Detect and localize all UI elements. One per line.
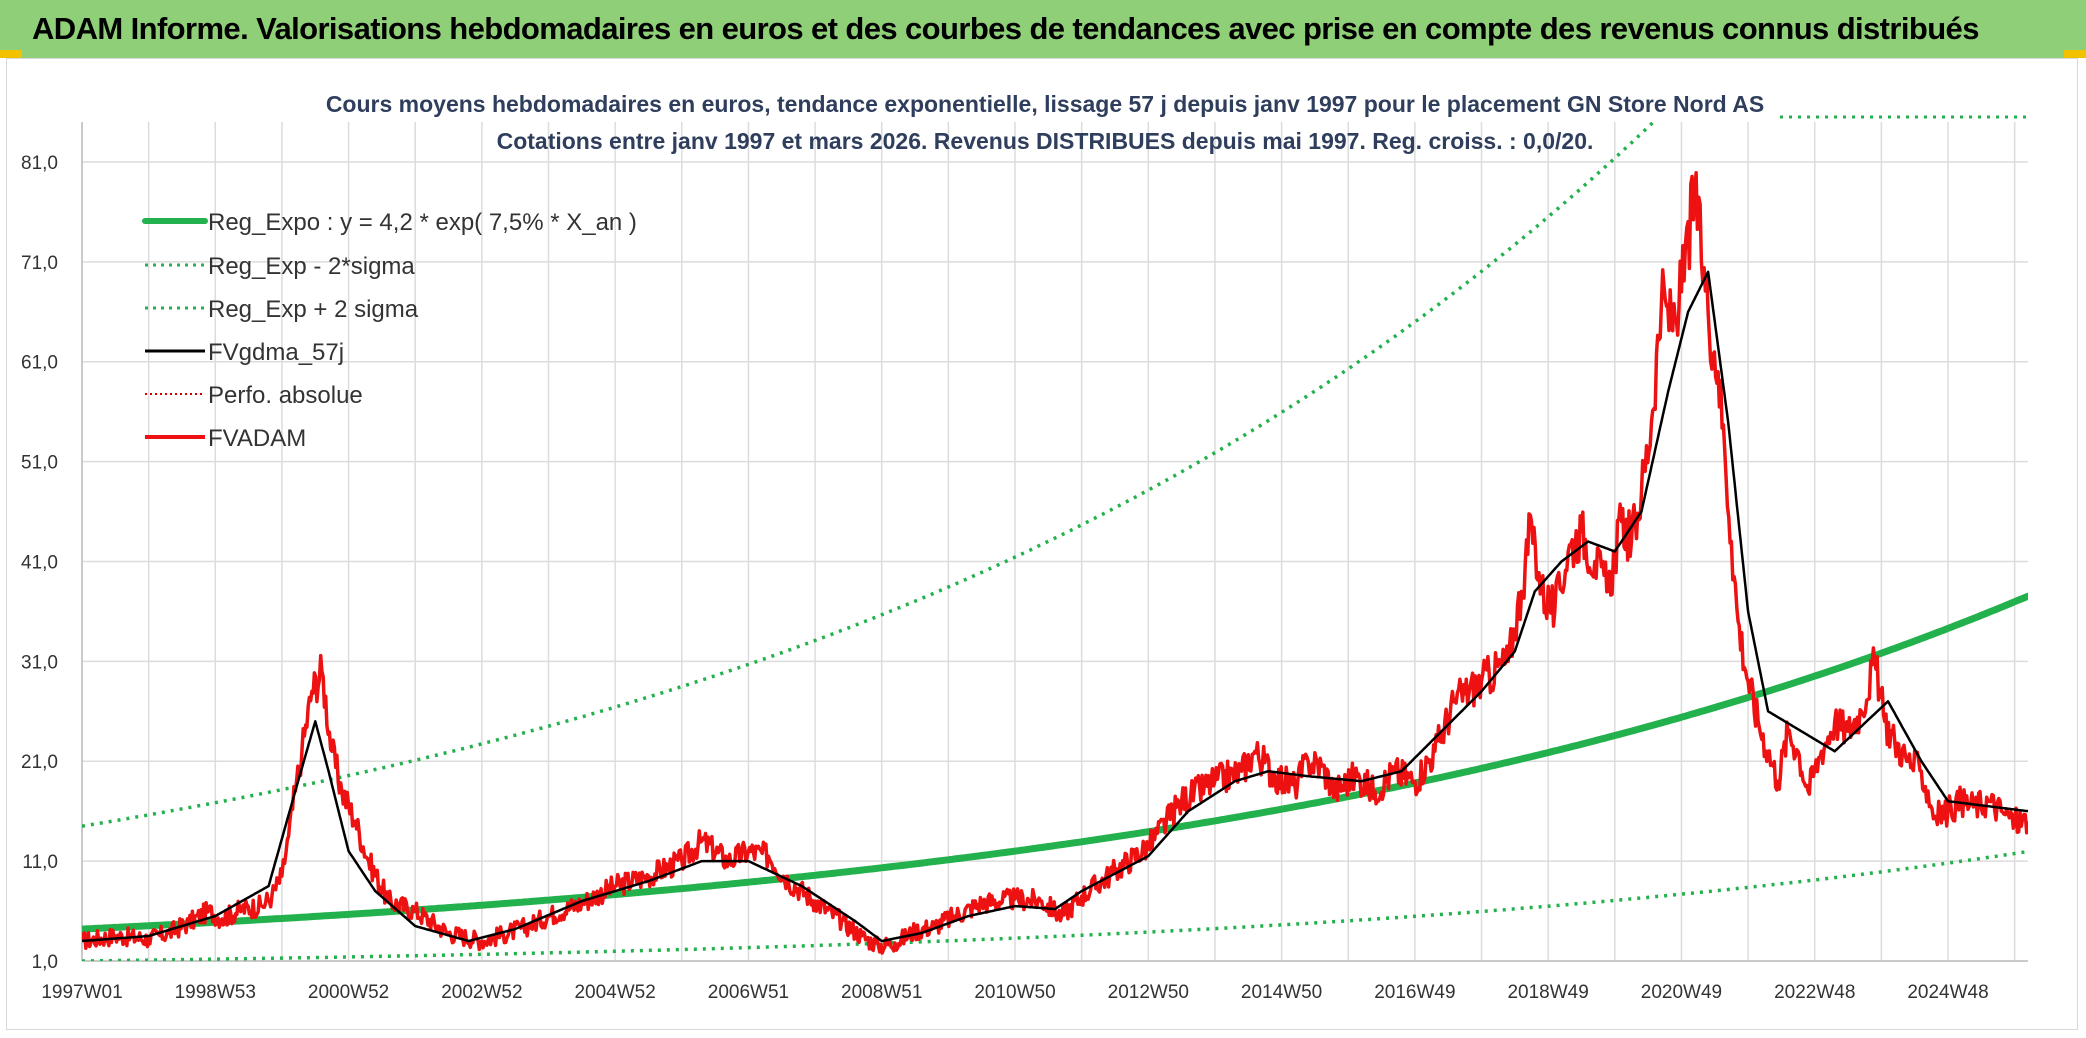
legend: Reg_Expo : y = 4,2 * exp( 7,5% * X_an ) … — [142, 209, 637, 452]
x-tick-label: 2020W49 — [1641, 982, 1722, 1003]
legend-label-fvadam: FVADAM — [208, 425, 306, 452]
y-tick-label: 11,0 — [22, 852, 58, 873]
banner: ADAM Informe. Valorisations hebdomadaire… — [0, 0, 2086, 58]
x-tick-label: 2022W48 — [1774, 982, 1855, 1003]
banner-title: ADAM Informe. Valorisations hebdomadaire… — [32, 11, 1979, 46]
x-tick-label: 2010W50 — [974, 982, 1055, 1003]
y-tick-label: 1,0 — [32, 952, 58, 973]
y-tick-label: 71,0 — [21, 253, 58, 274]
x-tick-label: 2018W49 — [1507, 982, 1588, 1003]
x-tick-label: 2014W50 — [1241, 982, 1322, 1003]
legend-label-reg-expo: Reg_Expo : y = 4,2 * exp( 7,5% * X_an ) — [208, 209, 637, 236]
x-tick-label: 2008W51 — [841, 982, 922, 1003]
series-reg-exp-minus-2sigma — [82, 849, 2028, 961]
y-tick-label: 41,0 — [21, 552, 58, 573]
y-tick-label: 21,0 — [21, 752, 58, 773]
y-tick-label: 31,0 — [21, 652, 58, 673]
legend-label-reg-exp-plus: Reg_Exp + 2 sigma — [208, 296, 419, 323]
corner-mark-left — [0, 50, 22, 58]
x-tick-label: 1998W53 — [175, 982, 256, 1003]
series-fvgdma-57j — [82, 270, 2028, 943]
y-axis: 1,0 11,0 21,0 31,0 41,0 51,0 61,0 71,0 81,0 — [21, 122, 83, 973]
legend-label-perfo: Perfo. absolue — [208, 382, 363, 409]
corner-mark-right — [2064, 50, 2086, 58]
chart-grid — [81, 122, 2028, 962]
x-tick-label: 1997W01 — [41, 982, 122, 1003]
x-tick-label: 2016W49 — [1374, 982, 1455, 1003]
y-tick-label: 81,0 — [21, 153, 58, 174]
series-fvadam — [82, 171, 2028, 955]
x-tick-label: 2024W48 — [1907, 982, 1988, 1003]
series-reg-exp-plus-2sigma — [82, 122, 1656, 828]
x-tick-label: 2006W51 — [708, 982, 789, 1003]
x-axis: 1997W01 1998W53 2000W52 2002W52 2004W52 2006W… — [41, 960, 2028, 1003]
y-tick-label: 61,0 — [21, 353, 58, 374]
x-tick-label: 2002W52 — [441, 982, 522, 1003]
x-tick-label: 2000W52 — [308, 982, 389, 1003]
legend-label-reg-exp-minus: Reg_Exp - 2*sigma — [208, 253, 415, 280]
x-tick-label: 2012W50 — [1108, 982, 1189, 1003]
plot-area — [82, 122, 2028, 961]
y-tick-label: 51,0 — [21, 453, 58, 474]
chart-subtitle: Cotations entre janv 1997 et mars 2026. … — [497, 128, 1594, 154]
chart-frame — [6, 58, 2078, 1030]
legend-label-fvgdma: FVgdma_57j — [208, 339, 344, 366]
x-tick-label: 2004W52 — [574, 982, 655, 1003]
chart-title: Cours moyens hebdomadaires en euros, ten… — [326, 91, 1764, 117]
